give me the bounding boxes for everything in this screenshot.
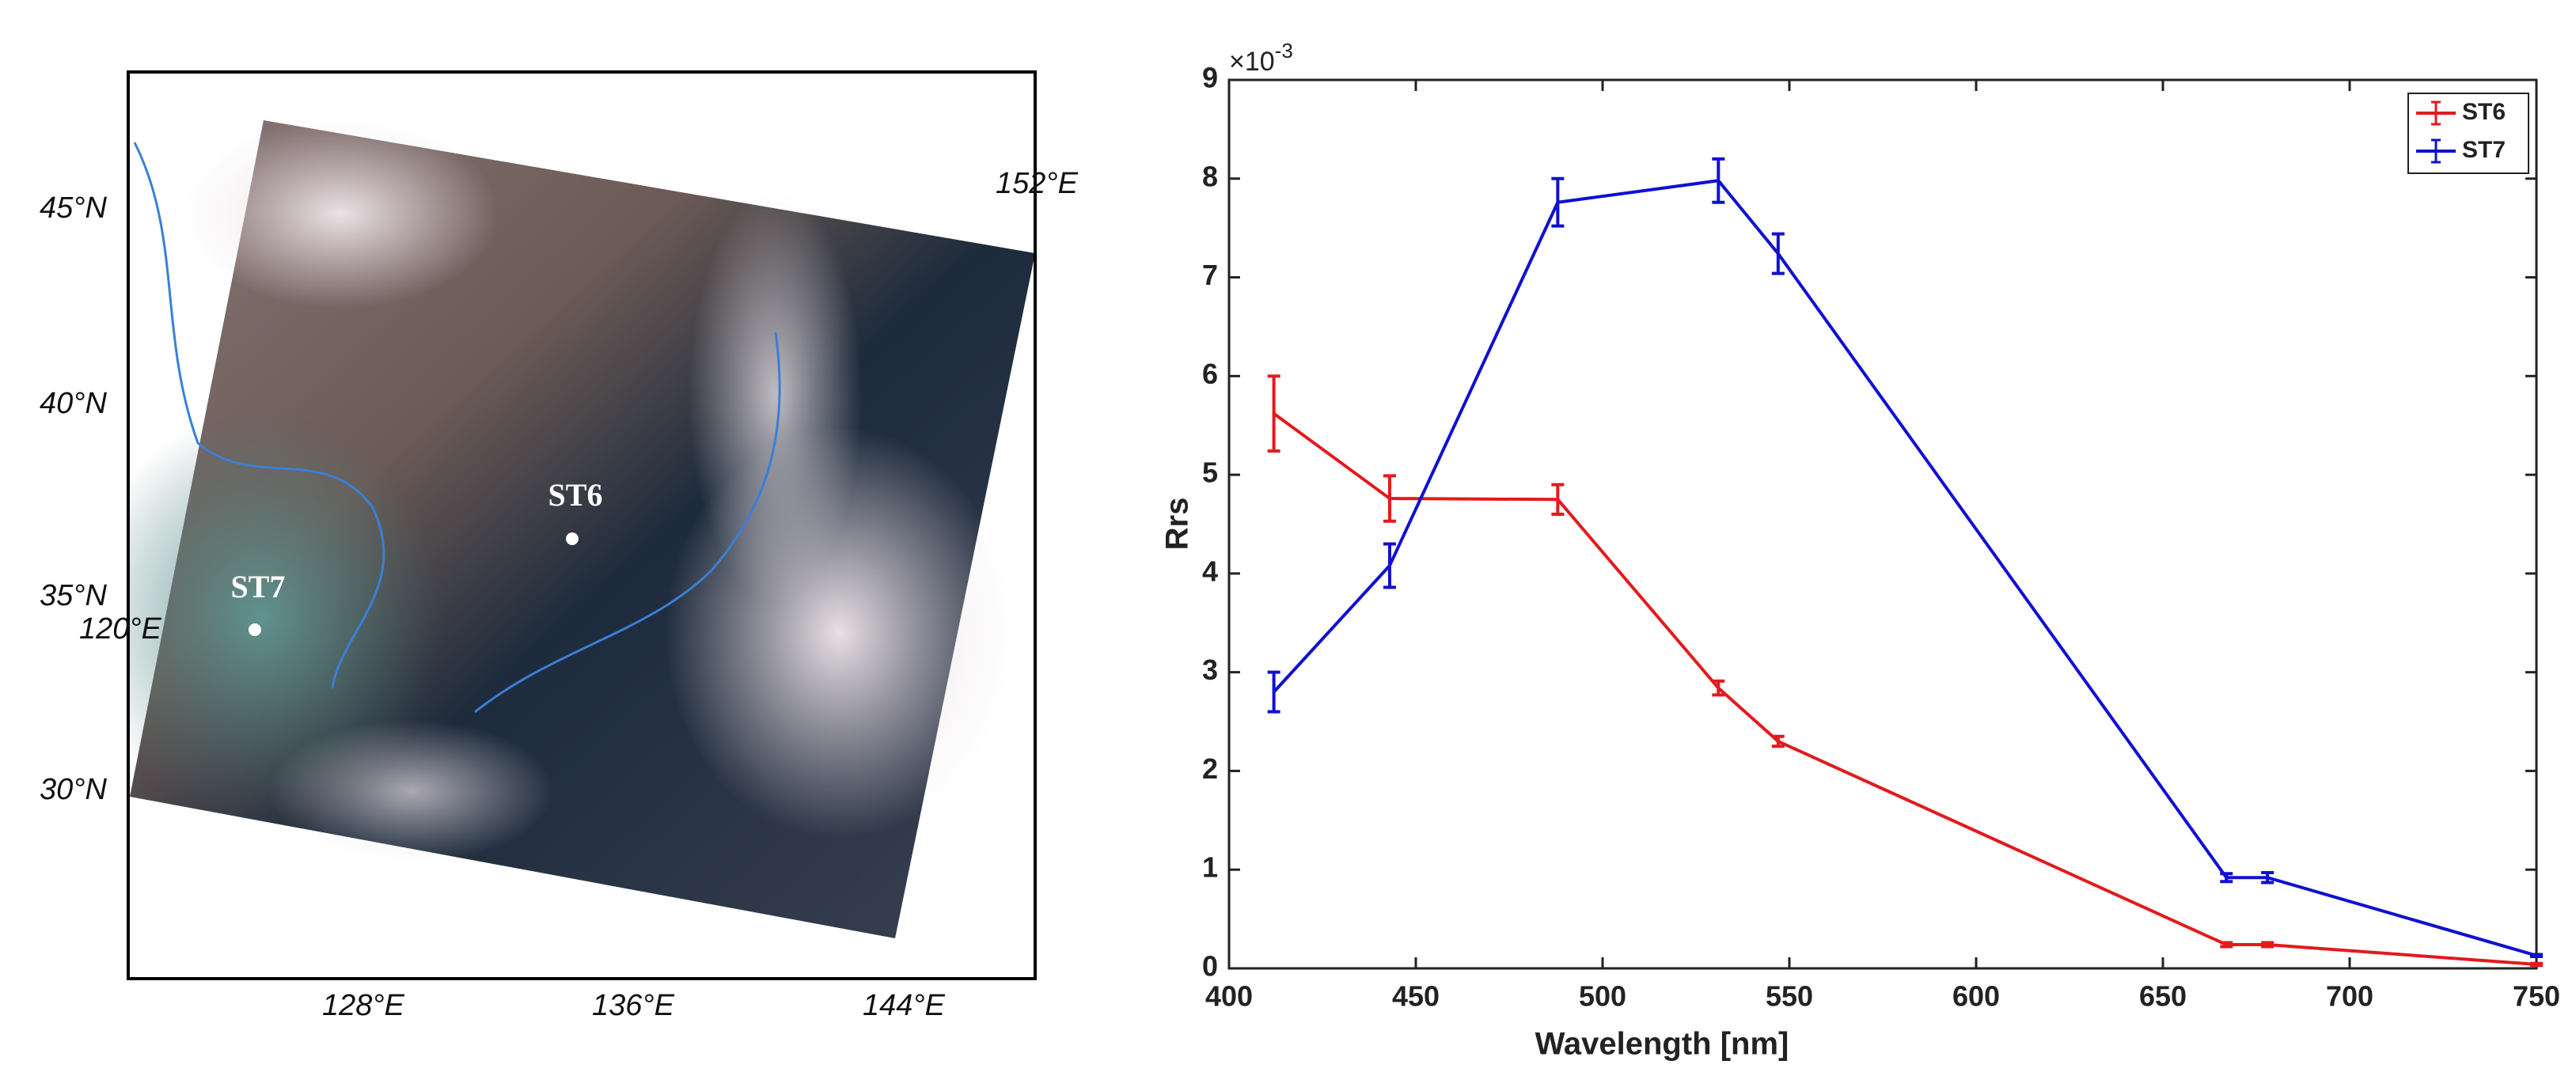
y-tick-label: 2	[1202, 752, 1218, 785]
legend-swatch	[2431, 100, 2441, 126]
error-bar	[1383, 474, 1396, 523]
line-chart: Wavelength [nm] Rrs ×10-3 0 1 2 3 4 5 6 7 8 9 400 4…	[1160, 39, 2560, 1062]
lon-label: 152°E	[996, 167, 1079, 200]
satellite-image	[128, 119, 1035, 938]
x-tick-label: 750	[2513, 980, 2560, 1013]
station-label: ST7	[231, 569, 286, 604]
lat-label: 30°N	[40, 773, 107, 806]
y-tick-label: 7	[1202, 259, 1218, 291]
multiplier: ×10	[1229, 47, 1275, 77]
station-label: ST6	[548, 477, 603, 513]
series-line	[1273, 179, 2537, 957]
error-bar	[2530, 961, 2543, 968]
error-bar	[1267, 374, 1280, 453]
error-bar	[2220, 941, 2233, 949]
error-bar	[1383, 542, 1396, 589]
y-axis-label: Rrs	[1160, 498, 1195, 551]
series-line	[1273, 412, 2537, 967]
x-tick-label: 550	[1766, 980, 1813, 1013]
map-frame	[127, 70, 1037, 980]
error-bar	[1712, 157, 1725, 204]
y-tick-label: 8	[1202, 160, 1218, 192]
error-bar	[2261, 941, 2274, 949]
y-tick-label: 4	[1202, 555, 1218, 587]
lat-label: 40°N	[40, 387, 107, 420]
x-tick-label: 650	[2139, 980, 2187, 1013]
y-tick-label: 3	[1202, 653, 1218, 686]
plot-area	[1227, 78, 2538, 970]
error-bar	[2530, 953, 2543, 959]
lon-label: 120°E	[79, 612, 162, 646]
lon-label: 136°E	[592, 989, 675, 1022]
exponent: -3	[1275, 39, 1293, 63]
y-tick-label: 0	[1202, 950, 1218, 983]
x-tick-label: 450	[1392, 980, 1440, 1013]
map-labels: 45°N 40°N 35°N 30°N 128°E 136°E 144°E 12…	[40, 167, 1079, 1022]
error-bar	[2220, 872, 2233, 884]
legend-box	[2407, 93, 2529, 174]
y-tick-label: 6	[1202, 358, 1218, 390]
station-dot	[566, 532, 579, 545]
x-tick-label: 400	[1205, 980, 1253, 1013]
lon-label: 128°E	[322, 989, 405, 1022]
error-bar	[1551, 176, 1565, 228]
y-tick-label: 5	[1202, 456, 1218, 489]
station-dot	[248, 623, 261, 636]
legend-label: ST7	[2462, 137, 2506, 163]
error-bar	[1771, 734, 1785, 748]
x-tick-label: 700	[2326, 980, 2373, 1013]
x-tick-label: 600	[1952, 980, 2000, 1013]
y-tick-label: 9	[1202, 62, 1218, 94]
y-multiplier: ×10-3	[1229, 39, 1293, 77]
legend-label: ST6	[2462, 99, 2506, 125]
error-bar	[1267, 670, 1280, 714]
error-bar	[1551, 483, 1565, 517]
legend-swatch	[2431, 138, 2441, 164]
lat-label: 45°N	[40, 191, 107, 225]
x-tick-label: 500	[1579, 980, 1626, 1013]
x-axis-label: Wavelength [nm]	[1535, 1027, 1789, 1062]
error-bar	[2261, 870, 2274, 885]
error-bar	[1771, 232, 1785, 275]
lat-label: 35°N	[40, 579, 107, 612]
lon-label: 144°E	[863, 989, 946, 1022]
error-bar	[1712, 679, 1725, 697]
y-tick-label: 1	[1202, 851, 1218, 884]
